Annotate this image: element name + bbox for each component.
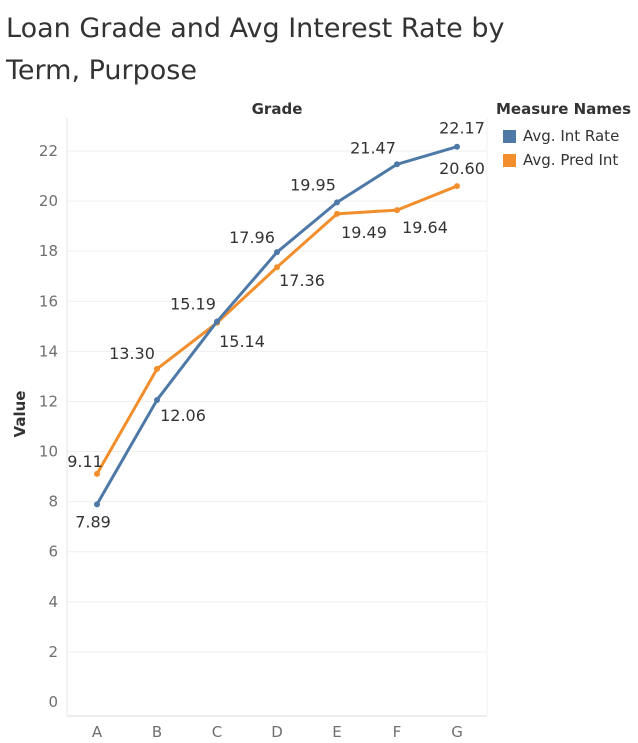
y-tick-label-0: 0	[48, 693, 58, 711]
point-avg-int-rate-b[interactable]	[154, 396, 160, 403]
point-avg-int-rate-a[interactable]	[94, 501, 100, 508]
y-tick-label-4: 4	[48, 593, 58, 611]
point-avg-pred-int-d[interactable]	[274, 264, 280, 271]
legend-item-avg-int-rate[interactable]: Avg. Int Rate	[496, 124, 638, 148]
x-axis-ticks: A B C D E F G	[92, 723, 463, 741]
data-label-avg-int-rate-a: 7.89	[75, 512, 111, 531]
y-tick-label-18: 18	[39, 242, 58, 260]
axes	[66, 118, 488, 717]
y-tick-label-2: 2	[48, 643, 58, 661]
series-line-avg-int-rate	[95, 145, 459, 506]
legend-label-avg-int-rate: Avg. Int Rate	[523, 127, 620, 145]
data-label-avg-int-rate-b: 12.06	[160, 406, 206, 425]
y-tick-label-14: 14	[39, 342, 58, 360]
y-axis-title: Value	[11, 391, 29, 438]
point-avg-pred-int-b[interactable]	[154, 365, 160, 372]
data-label-avg-pred-int-b: 13.30	[109, 344, 155, 363]
data-label-avg-pred-int-d: 17.36	[279, 271, 325, 290]
x-tick-label-f: F	[393, 723, 402, 741]
point-avg-int-rate-c[interactable]	[214, 318, 220, 325]
data-label-avg-int-rate-e: 19.95	[290, 175, 336, 194]
legend-item-avg-pred-int[interactable]: Avg. Pred Int	[496, 148, 638, 172]
y-tick-label-6: 6	[48, 543, 58, 561]
x-tick-label-d: D	[271, 723, 283, 741]
column-header-grade: Grade	[252, 100, 303, 118]
data-label-avg-pred-int-c: 15.14	[219, 332, 265, 351]
x-tick-label-a: A	[92, 723, 103, 741]
x-tick-label-c: C	[212, 723, 222, 741]
point-avg-pred-int-f[interactable]	[394, 207, 400, 214]
point-avg-pred-int-a[interactable]	[94, 470, 100, 477]
legend-swatch-avg-int-rate	[503, 129, 516, 143]
y-tick-label-20: 20	[39, 192, 58, 210]
y-axis-ticks: 0 2 4 6 8 10 12 14 16 18 20 22	[39, 142, 58, 711]
data-label-avg-pred-int-f: 19.64	[402, 218, 448, 237]
point-avg-int-rate-d[interactable]	[274, 249, 280, 256]
legend: Measure Names Avg. Int Rate Avg. Pred In…	[496, 100, 638, 172]
x-tick-label-e: E	[332, 723, 341, 741]
y-tick-label-16: 16	[39, 292, 58, 310]
y-tick-label-22: 22	[39, 142, 58, 160]
point-avg-int-rate-f[interactable]	[394, 161, 400, 168]
y-tick-label-10: 10	[39, 443, 58, 461]
data-label-avg-int-rate-c: 15.19	[170, 295, 216, 314]
chart-title: Loan Grade and Avg Interest Rate by Term…	[6, 13, 505, 86]
data-label-avg-pred-int-g: 20.60	[439, 159, 485, 178]
data-labels: 7.89 12.06 15.19 17.96 19.95 21.47 22.17 9.11 13…	[67, 119, 485, 532]
x-tick-label-g: G	[451, 723, 463, 741]
point-avg-pred-int-g[interactable]	[454, 183, 460, 190]
data-label-avg-pred-int-e: 19.49	[341, 223, 387, 242]
legend-swatch-avg-pred-int	[503, 153, 516, 167]
data-label-avg-pred-int-a: 9.11	[67, 452, 103, 471]
y-tick-label-8: 8	[48, 493, 58, 511]
point-avg-int-rate-e[interactable]	[334, 199, 340, 206]
point-avg-pred-int-e[interactable]	[334, 210, 340, 217]
legend-title: Measure Names	[496, 100, 632, 118]
y-tick-label-12: 12	[39, 392, 58, 410]
legend-label-avg-pred-int: Avg. Pred Int	[523, 151, 619, 169]
data-label-avg-int-rate-d: 17.96	[229, 228, 275, 247]
point-avg-int-rate-g[interactable]	[454, 143, 460, 150]
series	[94, 143, 460, 508]
data-label-avg-int-rate-g: 22.17	[439, 119, 485, 138]
data-label-avg-int-rate-f: 21.47	[350, 138, 396, 157]
x-tick-label-b: B	[152, 723, 162, 741]
